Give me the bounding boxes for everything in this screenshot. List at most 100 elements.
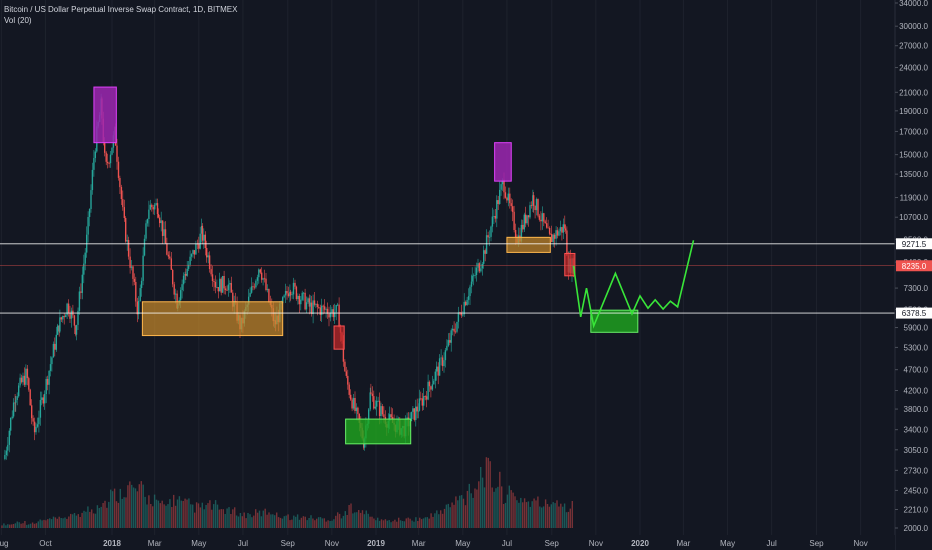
volume-bar xyxy=(87,506,89,528)
candle-body xyxy=(460,312,462,316)
volume-bar xyxy=(361,510,364,528)
candle-body xyxy=(216,287,218,288)
candle-body xyxy=(25,368,27,385)
volume-bar xyxy=(377,517,379,528)
volume-bar xyxy=(506,494,509,528)
volume-bar xyxy=(430,513,432,528)
volume-bar xyxy=(340,518,343,528)
candle-body xyxy=(453,328,455,332)
volume-bar xyxy=(266,514,268,528)
volume-bar xyxy=(548,506,551,528)
volume-bar xyxy=(398,517,400,528)
volume-bar xyxy=(104,500,106,528)
candle-body xyxy=(10,418,12,431)
candle-body xyxy=(304,292,306,310)
volume-bar xyxy=(161,500,163,528)
zone-box-green xyxy=(590,309,639,333)
volume-bar xyxy=(485,457,488,528)
volume-bar xyxy=(358,510,360,528)
volume-bar xyxy=(247,513,249,528)
candle-body xyxy=(224,288,227,290)
candle-body xyxy=(357,407,359,414)
volume-bar xyxy=(468,483,470,528)
candle-body xyxy=(344,361,346,372)
time-axis: Aug Oct 2018 Mar May Jul Sep Nov 2019 Mar May Jul Se… xyxy=(0,535,895,550)
candle-body xyxy=(424,396,426,397)
volume-bar xyxy=(94,513,97,528)
candle-body xyxy=(436,366,438,372)
candle-body xyxy=(65,315,67,318)
volume-bar xyxy=(153,494,156,528)
candle-body xyxy=(32,418,34,422)
candle-body xyxy=(562,224,564,233)
volume-bar xyxy=(98,508,100,528)
candle-body xyxy=(182,275,185,285)
candle-body xyxy=(48,370,50,385)
candle-body xyxy=(206,248,208,258)
volume-bar xyxy=(378,520,381,528)
volume-bar xyxy=(255,509,257,528)
volume-bar xyxy=(241,516,243,528)
candle-body xyxy=(506,197,508,201)
volume-bar xyxy=(129,481,131,528)
volume-bar xyxy=(287,514,289,528)
volume-bar xyxy=(50,519,53,528)
price-tag-label: 8235.0 xyxy=(902,262,927,271)
volume-bar xyxy=(243,512,245,528)
volume-bar xyxy=(54,517,57,528)
candle-body xyxy=(413,408,415,420)
volume-bar xyxy=(70,513,72,528)
candle-body xyxy=(122,199,124,208)
volume-bar xyxy=(272,514,274,528)
volume-bar xyxy=(75,515,78,528)
volume-bar xyxy=(544,499,547,528)
candle-body xyxy=(90,190,92,209)
price-tick-label: 27000.0 xyxy=(899,42,928,51)
volume-bar xyxy=(197,503,200,528)
volume-bar xyxy=(220,509,222,528)
candle-body xyxy=(39,400,42,418)
volume-bar xyxy=(338,513,341,528)
candle-body xyxy=(548,228,551,234)
candle-body xyxy=(268,289,270,302)
candle-body xyxy=(83,263,85,275)
price-tick-label: 5300.0 xyxy=(904,343,929,352)
volume-bar xyxy=(312,518,314,528)
price-tick-label: 19000.0 xyxy=(899,107,928,116)
candle-body xyxy=(146,219,149,224)
candle-body xyxy=(437,366,439,376)
candle-body xyxy=(193,250,196,255)
candle-body xyxy=(500,184,502,190)
candles xyxy=(4,93,575,461)
volume-bar xyxy=(106,507,108,528)
volume-bar xyxy=(142,484,144,528)
volume-bar xyxy=(466,490,469,528)
volume-bar xyxy=(453,504,455,528)
candle-body xyxy=(42,397,44,404)
volume-bar xyxy=(230,514,232,528)
candle-body xyxy=(471,275,473,282)
volume-bar xyxy=(131,484,133,528)
candle-body xyxy=(283,295,285,298)
price-tick-label: 3050.0 xyxy=(904,446,929,455)
candle-body xyxy=(490,226,492,237)
volume-bar xyxy=(37,521,39,528)
volume-bar xyxy=(18,522,20,528)
volume-bar xyxy=(173,494,175,528)
candle-body xyxy=(328,313,330,318)
volume-bar xyxy=(136,491,139,528)
volume-bar xyxy=(352,513,354,528)
volume-bar xyxy=(325,521,327,528)
candle-body xyxy=(434,371,436,381)
volume-bar xyxy=(304,516,306,528)
volume-bar xyxy=(380,519,383,528)
volume-bar xyxy=(73,513,76,528)
candle-body xyxy=(381,406,384,415)
volume-bar xyxy=(354,512,356,528)
candle-body xyxy=(564,224,566,229)
volume-bar xyxy=(525,502,528,528)
volume-bar xyxy=(60,518,62,528)
candle-body xyxy=(186,268,188,276)
candle-body xyxy=(428,381,431,387)
